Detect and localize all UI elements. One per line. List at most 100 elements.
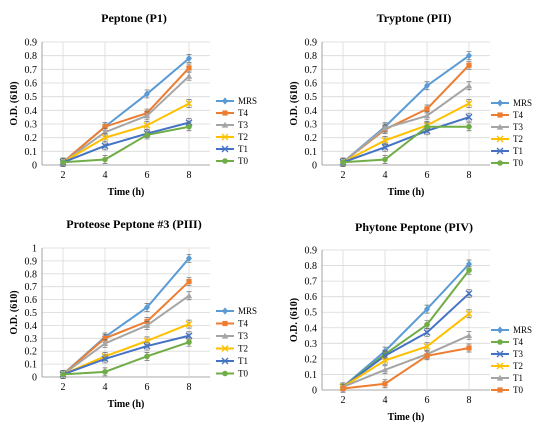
series-line [342,334,470,388]
legend-swatch-marker [497,160,503,166]
data-point [143,121,151,129]
data-point [466,260,472,268]
y-tick-label: 0.2 [25,347,38,358]
y-tick-label: 0.4 [305,323,318,334]
data-point [424,353,430,359]
x-tick-label: 4 [103,382,108,393]
y-tick-label: 0.1 [305,147,318,158]
data-point [185,100,193,107]
series-line [62,341,190,376]
y-tick-label: 0.1 [25,147,38,158]
legend-label: T3 [513,349,523,359]
series-line [342,312,470,388]
y-tick-label: 0.9 [305,38,318,49]
chart-1: Peptone (P1) 0 0.1 0.2 0.3 0.4 0.5 0.6 0.7 0.8 0.9… [9,11,257,198]
y-axis-label: O.D. (610) [289,298,300,342]
data-point [143,322,151,328]
y-tick-label: 0 [312,161,317,172]
legend-label: T2 [513,134,523,144]
y-tick-label: 0.8 [305,261,318,272]
data-point [466,267,472,274]
legend-swatch-marker [497,326,503,334]
y-tick-label: 0.9 [25,38,38,49]
legend-swatch-marker [221,332,229,339]
legend: MRS T4 T3 T2 T1 T0 [216,96,257,166]
data-point [102,156,108,163]
legend-label: T1 [238,356,248,366]
y-tick-label: 0.5 [25,92,38,103]
series-T0 [340,343,472,393]
series-line [62,294,190,376]
data-point [340,159,346,166]
legend-label: T2 [238,344,248,354]
y-tick-label: 0.7 [305,65,318,76]
legend-swatch-marker [222,307,228,315]
series-line [342,263,470,388]
series-line [342,347,470,390]
y-tick-label: 0.4 [25,321,38,332]
y-tick-label: 0.5 [305,308,318,319]
y-tick-label: 0.5 [25,308,38,319]
y-tick-label: 0.6 [305,292,318,303]
series-line [62,75,190,164]
data-point [186,123,192,130]
data-point [186,339,192,345]
data-point [60,159,66,166]
legend-label: T0 [513,158,523,168]
legend-label: T0 [513,385,523,395]
data-point [466,123,472,130]
y-tick-label: 0.3 [25,334,38,345]
legend: MRS T4 T3 T2 T1 T0 [216,306,257,379]
y-tick-label: 0.2 [305,354,318,365]
data-point [424,305,430,313]
data-point [102,124,108,130]
data-point [101,340,109,347]
legend-label: T3 [238,331,248,341]
x-tick-label: 4 [383,395,388,406]
data-point [102,335,108,341]
x-tick-label: 6 [145,170,150,181]
legend-label: T1 [238,144,248,154]
y-tick-label: 0.8 [305,51,318,62]
data-point [102,369,108,375]
legend: MRS T4 T3 T2 T1 T0 [491,325,532,395]
legend-swatch-marker [497,99,503,107]
legend-swatch-marker [221,121,229,128]
x-tick-label: 8 [467,395,472,406]
data-point [185,292,193,299]
data-point [381,136,389,144]
y-tick-label: 0.9 [305,246,318,257]
x-tick-label: 8 [187,170,192,181]
x-tick-label: 6 [145,382,150,393]
series-line [62,280,190,376]
data-point [60,371,66,378]
x-tick-label: 2 [341,170,346,181]
legend-swatch-marker [221,357,229,365]
data-point [424,123,430,130]
y-tick-label: 0.6 [25,295,38,306]
data-point [423,342,431,350]
y-tick-label: 0.3 [25,120,38,131]
y-tick-label: 0 [312,386,317,397]
legend-label: MRS [513,98,532,108]
y-tick-label: 0.1 [25,360,38,371]
x-axis-label: Time (h) [108,187,145,198]
chart-title: Phytone Peptone (PIV) [355,220,473,234]
legend-label: T4 [238,319,248,329]
x-tick-label: 2 [341,395,346,406]
data-point [143,342,151,350]
data-point [185,320,193,328]
legend-label: T3 [238,120,248,130]
data-point [465,113,473,121]
x-tick-label: 2 [61,382,66,393]
legend-label: MRS [238,306,257,316]
series-line [62,102,190,164]
legend-swatch-marker [496,362,504,370]
data-point [465,290,473,298]
legend-label: T1 [513,146,523,156]
data-point [381,143,389,151]
x-tick-label: 4 [383,170,388,181]
series-line [62,67,190,164]
legend-swatch-marker [496,374,504,381]
series-T4 [340,60,472,167]
